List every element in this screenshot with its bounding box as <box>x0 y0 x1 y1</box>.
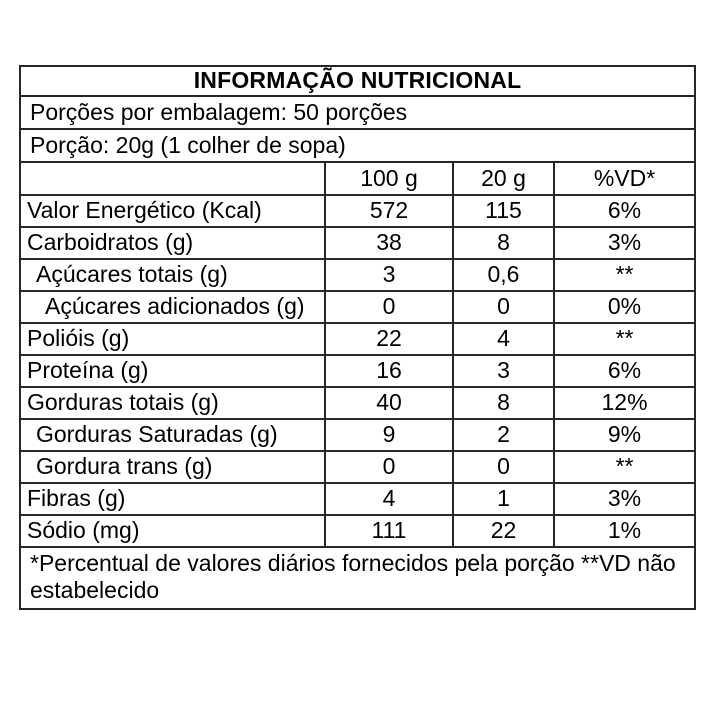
table-row: Polióis (g) 22 4 ** <box>19 322 697 356</box>
value-per-portion: 8 <box>452 226 555 260</box>
table-row: Gorduras Saturadas (g) 9 2 9% <box>19 418 697 452</box>
value-per-100g: 16 <box>324 354 454 388</box>
table-row: Açúcares totais (g) 3 0,6 ** <box>19 258 697 292</box>
value-percent-dv: 0% <box>552 290 697 324</box>
nutrition-label: INFORMAÇÃO NUTRICIONAL Porções por embal… <box>18 65 697 610</box>
table-row: Fibras (g) 4 1 3% <box>19 482 697 516</box>
value-percent-dv: 3% <box>552 226 697 260</box>
column-header-per-100g: 100 g <box>324 161 454 196</box>
table-row: Proteína (g) 16 3 6% <box>19 354 697 388</box>
table-title: INFORMAÇÃO NUTRICIONAL <box>18 65 697 97</box>
value-per-portion: 8 <box>452 386 555 420</box>
value-per-100g: 4 <box>324 482 454 516</box>
value-per-100g: 22 <box>324 322 454 356</box>
value-per-100g: 9 <box>324 418 454 452</box>
nutrient-label: Açúcares totais (g) <box>19 258 326 292</box>
value-percent-dv: 1% <box>552 514 697 548</box>
nutrition-table: INFORMAÇÃO NUTRICIONAL Porções por embal… <box>18 65 697 610</box>
table-row: Sódio (mg) 111 22 1% <box>19 514 697 548</box>
value-per-portion: 3 <box>452 354 555 388</box>
nutrient-label: Fibras (g) <box>19 482 326 516</box>
table-row: Carboidratos (g) 38 8 3% <box>19 226 697 260</box>
value-per-portion: 2 <box>452 418 555 452</box>
table-row: Açúcares adicionados (g) 0 0 0% <box>19 290 697 324</box>
nutrient-label: Carboidratos (g) <box>19 226 326 260</box>
value-per-portion: 1 <box>452 482 555 516</box>
value-per-portion: 4 <box>452 322 555 356</box>
portion-size-text: Porção: 20g (1 colher de sopa) <box>18 128 697 163</box>
value-percent-dv: 9% <box>552 418 697 452</box>
value-per-100g: 40 <box>324 386 454 420</box>
value-per-100g: 111 <box>324 514 454 548</box>
value-per-100g: 38 <box>324 226 454 260</box>
footnote-text: *Percentual de valores diários fornecido… <box>18 546 697 610</box>
value-per-100g: 0 <box>324 450 454 484</box>
value-percent-dv: 12% <box>552 386 697 420</box>
value-percent-dv: ** <box>552 450 697 484</box>
column-header-daily-value: %VD* <box>552 161 697 196</box>
nutrient-label: Gordura trans (g) <box>19 450 326 484</box>
servings-per-package-row: Porções por embalagem: 50 porções <box>18 95 697 130</box>
column-header-label <box>19 161 326 196</box>
nutrient-label: Gorduras totais (g) <box>19 386 326 420</box>
nutrient-label: Sódio (mg) <box>19 514 326 548</box>
value-percent-dv: 3% <box>552 482 697 516</box>
nutrient-label: Proteína (g) <box>19 354 326 388</box>
nutrient-label: Gorduras Saturadas (g) <box>19 418 326 452</box>
nutrient-label: Valor Energético (Kcal) <box>19 194 326 228</box>
table-title-row: INFORMAÇÃO NUTRICIONAL <box>18 65 697 97</box>
table-row: Valor Energético (Kcal) 572 115 6% <box>19 194 697 228</box>
portion-size-row: Porção: 20g (1 colher de sopa) <box>18 128 697 163</box>
table-row: Gorduras totais (g) 40 8 12% <box>19 386 697 420</box>
value-per-portion: 0 <box>452 290 555 324</box>
value-per-100g: 3 <box>324 258 454 292</box>
column-header-row: 100 g 20 g %VD* <box>19 161 697 196</box>
value-per-portion: 115 <box>452 194 555 228</box>
value-percent-dv: 6% <box>552 194 697 228</box>
servings-per-package-text: Porções por embalagem: 50 porções <box>18 95 697 130</box>
value-percent-dv: 6% <box>552 354 697 388</box>
value-per-100g: 0 <box>324 290 454 324</box>
value-per-100g: 572 <box>324 194 454 228</box>
value-percent-dv: ** <box>552 322 697 356</box>
table-row: Gordura trans (g) 0 0 ** <box>19 450 697 484</box>
value-per-portion: 0,6 <box>452 258 555 292</box>
column-header-per-portion: 20 g <box>452 161 555 196</box>
nutrient-label: Açúcares adicionados (g) <box>19 290 326 324</box>
value-percent-dv: ** <box>552 258 697 292</box>
value-per-portion: 0 <box>452 450 555 484</box>
nutrient-label: Polióis (g) <box>19 322 326 356</box>
footnote-row: *Percentual de valores diários fornecido… <box>18 546 697 610</box>
value-per-portion: 22 <box>452 514 555 548</box>
